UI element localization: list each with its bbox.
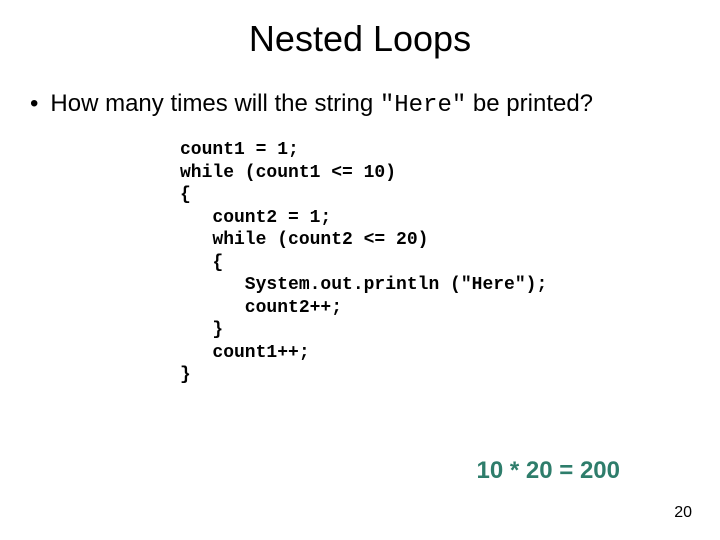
answer-text: 10 * 20 = 200 [477,457,620,485]
code-block: count1 = 1; while (count1 <= 10) { count… [180,139,720,387]
slide-title: Nested Loops [0,0,720,90]
slide-container: Nested Loops • How many times will the s… [0,0,720,540]
page-number: 20 [674,504,692,522]
bullet-item: • How many times will the string "Here" … [0,90,720,119]
bullet-glyph: • [30,92,38,116]
question-code: "Here" [380,92,466,119]
question-pre: How many times will the string [50,90,379,117]
question-text: How many times will the string "Here" be… [50,90,593,119]
question-post: be printed? [466,90,593,117]
